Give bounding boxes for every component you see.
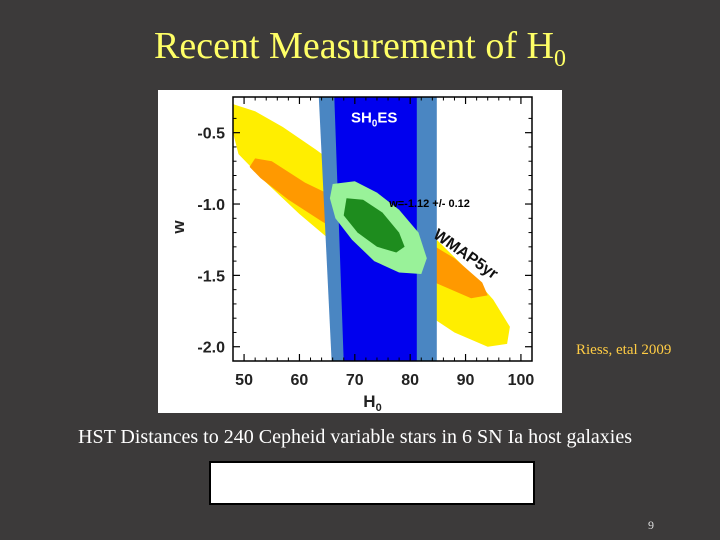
ytick-label-0: -0.5 — [197, 126, 225, 143]
annotation-0-tail: ES — [377, 110, 397, 127]
slide-title-subscript: 0 — [553, 46, 566, 72]
x-axis-label: H0 — [363, 392, 381, 413]
annotation-1: w=-1.12 +/- 0.12 — [388, 198, 470, 210]
citation: Riess, etal 2009 — [576, 342, 672, 358]
plot-frame — [232, 96, 533, 362]
x-axis-label-sub: 0 — [376, 402, 382, 413]
annotation-0: SH0ES — [351, 110, 397, 130]
slide-title: Recent Measurement of H0 — [0, 22, 720, 83]
ytick-label-2: -1.5 — [197, 268, 225, 285]
ytick-label-1: -1.0 — [197, 197, 225, 214]
blank-box — [209, 461, 535, 505]
xtick-label-1: 60 — [291, 372, 309, 389]
page-number: 9 — [648, 518, 654, 532]
region-5 — [343, 198, 405, 253]
annotation-1-text: w=-1.12 +/- 0.12 — [388, 198, 470, 210]
xtick-label-0: 50 — [235, 372, 253, 389]
xtick-label-5: 100 — [508, 372, 535, 389]
annotation-0-text: SH — [351, 110, 372, 127]
xtick-label-2: 70 — [346, 372, 364, 389]
slide-title-main: Recent Measurement of H — [154, 25, 554, 67]
plot-area — [233, 97, 510, 361]
slide-caption: HST Distances to 240 Cepheid variable st… — [78, 426, 632, 448]
annotation-0-sub: 0 — [372, 119, 378, 130]
ytick-label-3: -2.0 — [197, 340, 225, 357]
chart-figure: SH0ES w=-1.12 +/- 0.12 WMAP5yr 50 60 70 80 90 10… — [158, 90, 562, 413]
xtick-label-4: 90 — [457, 372, 475, 389]
x-axis-label-text: H — [363, 392, 375, 411]
y-axis-label: w — [169, 220, 188, 235]
xtick-label-3: 80 — [401, 372, 419, 389]
